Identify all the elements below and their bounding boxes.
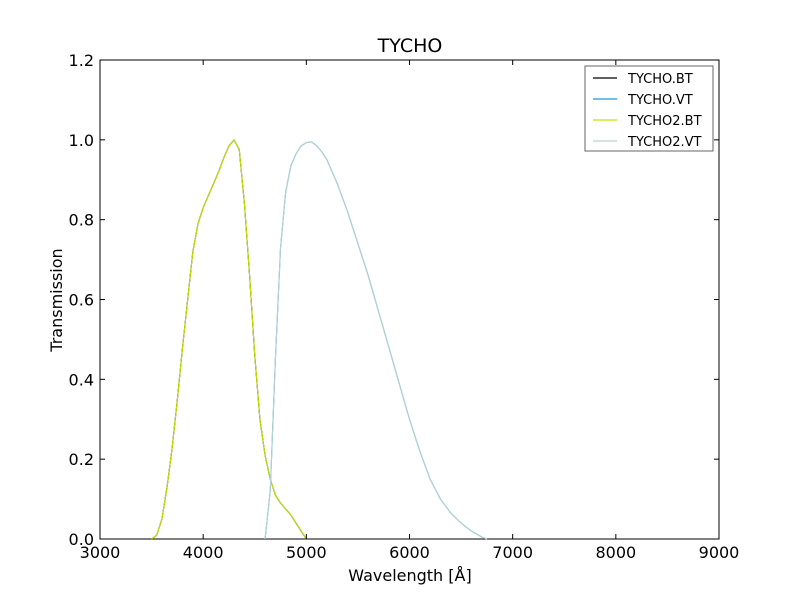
x-tick-label: 5000 xyxy=(286,543,327,562)
x-tick-label: 9000 xyxy=(699,543,740,562)
legend-label: TYCHO.BT xyxy=(627,72,693,87)
y-tick-label: 0.2 xyxy=(69,450,94,469)
series-line-tycho2-bt xyxy=(151,139,307,540)
y-tick-label: 1.2 xyxy=(69,51,94,70)
y-tick-label: 0.8 xyxy=(69,211,94,230)
legend-label: TYCHO2.BT xyxy=(627,114,702,129)
x-tick-label: 8000 xyxy=(595,543,636,562)
y-axis-label: Transmission xyxy=(47,248,66,352)
chart-title: TYCHO xyxy=(377,35,443,57)
x-tick-label: 3000 xyxy=(80,543,121,562)
y-tick-label: 0.4 xyxy=(69,370,94,389)
legend-label: TYCHO2.VT xyxy=(627,135,702,150)
y-tick-label: 1.0 xyxy=(69,131,94,150)
series-line-tycho2-vt xyxy=(264,141,488,540)
y-tick-label: 0.6 xyxy=(69,291,94,310)
legend-label: TYCHO.VT xyxy=(627,93,693,108)
y-tick-label: 0.0 xyxy=(69,530,94,549)
legend-box xyxy=(584,65,714,152)
x-tick-label: 7000 xyxy=(492,543,533,562)
x-tick-label: 6000 xyxy=(389,543,430,562)
x-axis-label: Wavelength [Å] xyxy=(348,566,471,585)
x-tick-label: 4000 xyxy=(183,543,224,562)
